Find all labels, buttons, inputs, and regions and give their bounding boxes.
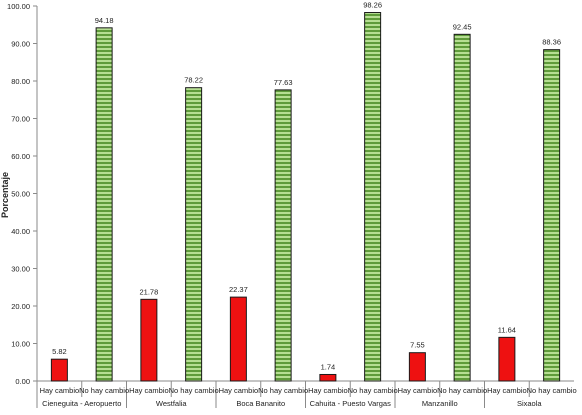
y-tick-label: 30.00 (11, 265, 30, 274)
y-tick-label: 80.00 (11, 77, 30, 86)
bars (50, 12, 561, 382)
x-category-label: No hay cambio (527, 386, 577, 395)
data-label: 78.22 (184, 76, 203, 85)
bar-hay-cambio (319, 373, 337, 382)
bar-no-hay-cambio (453, 33, 471, 382)
y-tick-label: 90.00 (11, 40, 30, 49)
x-group-label: Sixaola (517, 399, 542, 408)
x-group-label: Cahuita - Puesto Vargas (310, 399, 391, 408)
x-group-label: Manzanillo (422, 399, 458, 408)
y-axis-title: Porcentaje (0, 172, 10, 218)
x-category-label: No hay cambio (348, 386, 398, 395)
bar-hay-cambio (50, 358, 68, 382)
y-tick-label: 10.00 (11, 340, 30, 349)
y-tick-label: 60.00 (11, 152, 30, 161)
data-label: 11.64 (498, 325, 516, 334)
x-category-label: No hay cambio (258, 386, 308, 395)
data-label: 77.63 (274, 78, 293, 87)
y-tick-label: 50.00 (11, 190, 30, 199)
bar-no-hay-cambio (185, 87, 203, 382)
x-category-label: Hay cambio (487, 386, 527, 395)
data-label: 5.82 (52, 347, 67, 356)
labels: 5.82 Hay cambio 94.18 No hay cambio Cienegui… (40, 1, 577, 408)
x-category-label: No hay cambio (437, 386, 487, 395)
x-category-label: No hay cambio (169, 386, 219, 395)
bar-no-hay-cambio (543, 49, 561, 382)
y-tick-label: 70.00 (11, 115, 30, 124)
x-category-label: Hay cambio (398, 386, 438, 395)
bar-hay-cambio (498, 336, 516, 382)
bar-hay-cambio (408, 352, 426, 382)
bar-hay-cambio (140, 298, 158, 382)
x-group-label: Boca Bananito (236, 399, 285, 408)
data-label: 92.45 (453, 22, 472, 31)
data-label: 21.78 (139, 287, 158, 296)
y-tick-label: 40.00 (11, 227, 30, 236)
x-group-label: Cieneguita - Aeropuerto (42, 399, 121, 408)
bar-hay-cambio (229, 296, 247, 382)
data-label: 7.55 (410, 341, 425, 350)
data-label: 98.26 (363, 1, 382, 10)
x-category-label: Hay cambio (308, 386, 348, 395)
data-label: 22.37 (229, 285, 248, 294)
x-group-label: Westfalia (156, 399, 188, 408)
x-category-label: Hay cambio (129, 386, 169, 395)
x-category-label: Hay cambio (219, 386, 259, 395)
y-tick-label: 0.00 (15, 377, 30, 386)
axes: 0.00 10.00 20.00 30.00 40.00 50.00 60.00 70.00 8… (7, 2, 574, 408)
y-tick-label: 20.00 (11, 302, 30, 311)
bar-no-hay-cambio (95, 27, 113, 382)
x-category-label: No hay cambio (79, 386, 129, 395)
y-tick-label: 100.00 (7, 2, 30, 11)
bar-no-hay-cambio (274, 89, 292, 382)
data-label: 1.74 (321, 362, 336, 371)
data-label: 88.36 (542, 38, 561, 47)
x-category-label: Hay cambio (40, 386, 80, 395)
bar-no-hay-cambio (364, 12, 382, 382)
data-label: 94.18 (95, 16, 114, 25)
